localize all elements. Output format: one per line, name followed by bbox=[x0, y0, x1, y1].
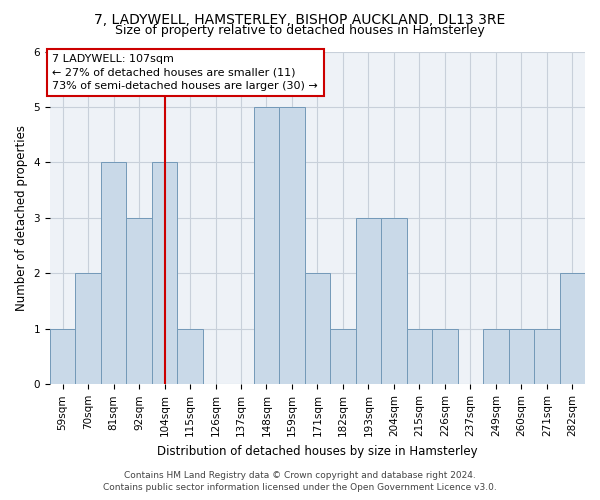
Text: 7 LADYWELL: 107sqm
← 27% of detached houses are smaller (11)
73% of semi-detache: 7 LADYWELL: 107sqm ← 27% of detached hou… bbox=[52, 54, 318, 90]
Bar bbox=[50, 329, 76, 384]
Bar bbox=[127, 218, 152, 384]
Bar bbox=[152, 162, 178, 384]
Bar bbox=[356, 218, 381, 384]
Bar bbox=[76, 274, 101, 384]
Bar bbox=[483, 329, 509, 384]
Y-axis label: Number of detached properties: Number of detached properties bbox=[15, 125, 28, 311]
Bar bbox=[279, 107, 305, 384]
X-axis label: Distribution of detached houses by size in Hamsterley: Distribution of detached houses by size … bbox=[157, 444, 478, 458]
Bar bbox=[509, 329, 534, 384]
Bar bbox=[381, 218, 407, 384]
Text: 7, LADYWELL, HAMSTERLEY, BISHOP AUCKLAND, DL13 3RE: 7, LADYWELL, HAMSTERLEY, BISHOP AUCKLAND… bbox=[94, 12, 506, 26]
Bar bbox=[560, 274, 585, 384]
Bar bbox=[101, 162, 127, 384]
Bar bbox=[432, 329, 458, 384]
Bar bbox=[407, 329, 432, 384]
Text: Contains HM Land Registry data © Crown copyright and database right 2024.
Contai: Contains HM Land Registry data © Crown c… bbox=[103, 471, 497, 492]
Text: Size of property relative to detached houses in Hamsterley: Size of property relative to detached ho… bbox=[115, 24, 485, 37]
Bar bbox=[330, 329, 356, 384]
Bar bbox=[254, 107, 279, 384]
Bar bbox=[305, 274, 330, 384]
Bar bbox=[178, 329, 203, 384]
Bar bbox=[534, 329, 560, 384]
